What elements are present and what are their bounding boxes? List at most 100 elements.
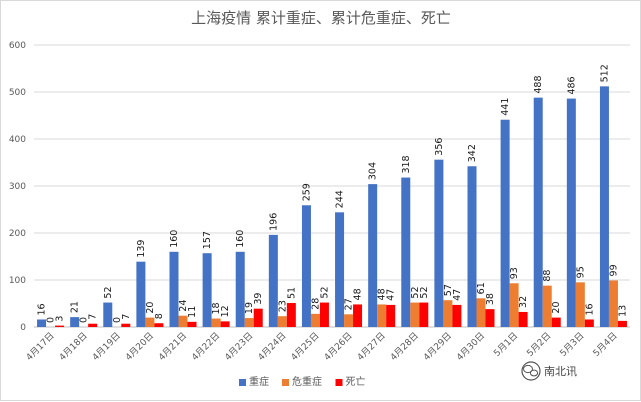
data-label: 488: [533, 75, 544, 93]
data-label: 486: [566, 76, 577, 94]
data-label: 7: [88, 314, 99, 320]
data-label: 48: [377, 288, 388, 300]
bar-severe: [401, 177, 411, 327]
bar-severe: [103, 302, 113, 327]
x-axis-ticks: 4月17日 4月18日 4月19日 4月20日 4月21日 4月22日 4月23日 4月24日…: [24, 330, 620, 363]
bar-death: [584, 319, 594, 327]
data-label: 52: [419, 286, 430, 298]
legend-swatch: [282, 379, 289, 386]
data-label: 61: [476, 282, 487, 294]
y-tick-label: 400: [9, 135, 26, 145]
x-tick-label: 4月23日: [223, 330, 256, 363]
data-label: 356: [434, 138, 445, 156]
bar-death: [220, 321, 230, 327]
data-label: 160: [235, 230, 246, 248]
data-label: 95: [575, 266, 586, 278]
data-label: 20: [551, 302, 562, 314]
data-label: 32: [518, 296, 529, 308]
bars: [37, 86, 627, 327]
x-tick-label: 4月18日: [57, 330, 90, 363]
y-tick-label: 200: [9, 229, 26, 239]
bar-severe: [566, 98, 576, 327]
bar-severe: [169, 251, 179, 327]
data-label: 13: [617, 305, 628, 317]
data-label: 139: [136, 240, 147, 258]
data-label: 52: [319, 286, 330, 298]
data-label: 11: [187, 306, 198, 318]
data-label: 39: [253, 293, 264, 305]
y-tick-label: 300: [9, 182, 26, 192]
data-label: 20: [145, 302, 156, 314]
bar-death: [88, 323, 98, 327]
bar-severe: [268, 234, 278, 327]
bar-critical: [178, 315, 188, 327]
x-tick-label: 5月2日: [525, 330, 554, 359]
data-label: 0: [79, 317, 90, 323]
bar-death: [518, 311, 528, 327]
data-label: 48: [353, 288, 364, 300]
x-tick-label: 4月27日: [355, 330, 388, 363]
legend-label: 危重症: [292, 375, 322, 388]
data-label: 19: [244, 302, 255, 314]
legend: 重症 危重症 死亡: [239, 375, 366, 388]
y-tick-label: 100: [9, 276, 26, 286]
bar-critical: [277, 316, 287, 327]
bar-critical: [377, 304, 387, 327]
bar-severe: [368, 184, 378, 327]
bar-critical: [145, 317, 155, 327]
bar-severe: [70, 317, 80, 327]
bar-critical: [575, 282, 585, 327]
bar-critical: [244, 318, 254, 327]
x-tick-label: 4月26日: [322, 330, 355, 363]
data-label: 3: [55, 316, 66, 322]
bar-death: [253, 308, 263, 327]
bar-severe: [500, 119, 510, 327]
bar-death: [617, 320, 627, 327]
chart-title: 上海疫情 累计重症、累计危重症、死亡: [191, 9, 451, 27]
bar-death: [187, 321, 197, 327]
data-label: 441: [500, 98, 511, 116]
bar-death: [55, 325, 65, 327]
bar-severe: [434, 159, 444, 327]
bar-severe: [37, 319, 47, 327]
bar-death: [319, 302, 329, 327]
bar-death: [452, 304, 462, 327]
data-label: 244: [335, 190, 346, 208]
data-label: 7: [121, 314, 132, 320]
data-label: 512: [599, 64, 610, 82]
data-label: 47: [452, 289, 463, 301]
bar-critical: [211, 318, 221, 327]
data-label: 57: [443, 284, 454, 296]
bar-death: [386, 304, 396, 327]
data-label: 28: [310, 298, 321, 310]
legend-label: 死亡: [346, 375, 366, 388]
data-label: 88: [542, 270, 553, 282]
data-label: 16: [37, 303, 48, 315]
x-tick-label: 4月28日: [388, 330, 421, 363]
data-label: 23: [277, 300, 288, 312]
bar-critical: [542, 285, 552, 327]
bar-critical: [476, 298, 486, 327]
data-label: 52: [103, 286, 114, 298]
data-label: 304: [368, 162, 379, 180]
data-label: 160: [169, 230, 180, 248]
data-label: 0: [112, 317, 123, 323]
x-tick-label: 4月24日: [256, 330, 289, 363]
gridlines: [34, 44, 630, 328]
bar-severe: [467, 166, 477, 327]
data-label: 259: [301, 183, 312, 201]
data-label: 27: [344, 298, 355, 310]
data-label: 51: [286, 287, 297, 299]
bar-death: [286, 303, 296, 327]
data-label: 24: [178, 300, 189, 312]
legend-swatch: [335, 379, 343, 386]
bar-death: [419, 302, 429, 327]
data-label: 196: [268, 213, 279, 231]
x-tick-label: 4月21日: [156, 330, 189, 363]
x-tick-label: 4月17日: [24, 330, 57, 363]
watermark: 南北讯: [521, 361, 577, 381]
bar-critical: [410, 302, 420, 327]
data-label: 157: [202, 231, 213, 249]
x-tick-label: 4月30日: [454, 330, 487, 363]
